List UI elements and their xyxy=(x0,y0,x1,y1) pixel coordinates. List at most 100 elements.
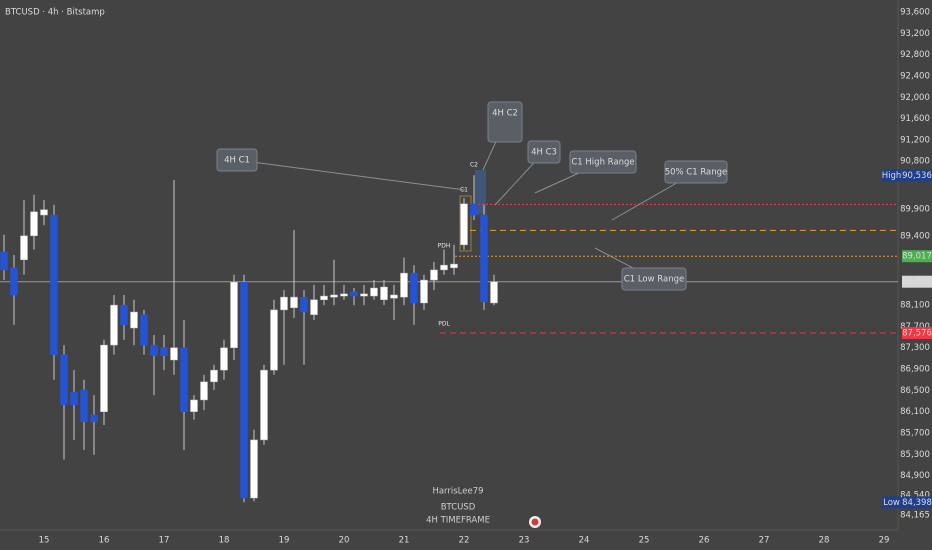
candle-body xyxy=(460,203,468,246)
candle-body xyxy=(380,286,388,301)
y-tick-label: 89,900 xyxy=(900,205,930,215)
y-tick-label: 86,900 xyxy=(900,365,930,375)
x-tick-label: 18 xyxy=(219,536,230,546)
badge-tag xyxy=(882,496,901,509)
candle-body xyxy=(220,347,228,371)
callout-label: 50% C1 Range xyxy=(665,168,728,178)
badge-tag-label: High xyxy=(882,171,902,181)
candle-body xyxy=(150,344,158,356)
candle-body xyxy=(210,369,218,383)
candle-body xyxy=(30,211,38,237)
logo xyxy=(531,518,539,526)
candle-body xyxy=(430,269,438,281)
candle-body xyxy=(240,281,248,499)
candle-body xyxy=(170,347,178,361)
x-tick-label: 20 xyxy=(339,536,350,546)
marker: PDL xyxy=(438,321,450,328)
candle-body xyxy=(400,272,408,298)
callout-box xyxy=(487,101,523,143)
candle-body xyxy=(200,381,208,401)
y-tick-label: 91,600 xyxy=(900,114,930,124)
callout-label: C1 High Range xyxy=(571,158,634,168)
y-tick-label: 85,700 xyxy=(900,429,930,439)
y-tick-label: 93,200 xyxy=(900,29,930,39)
y-tick-label: 91,200 xyxy=(900,135,930,145)
candle-body xyxy=(330,294,338,298)
y-tick-label: 84,900 xyxy=(900,471,930,481)
candle-body xyxy=(280,296,288,311)
y-tick-label: 86,500 xyxy=(900,386,930,396)
price-badge xyxy=(902,250,932,263)
callout-box xyxy=(527,140,561,164)
callout-label: 4H C1 xyxy=(224,156,250,166)
candle-body xyxy=(420,279,428,304)
watermark: 4H TIMEFRAME xyxy=(426,516,490,526)
candle-body xyxy=(260,369,268,441)
price-badge xyxy=(902,496,932,509)
x-tick-label: 29 xyxy=(879,536,890,546)
callout-box xyxy=(621,267,687,291)
candle-body xyxy=(160,347,168,356)
x-tick-label: 28 xyxy=(819,536,830,546)
candle-body xyxy=(470,203,478,216)
badge-tag-label: Low xyxy=(883,498,900,508)
price-badge xyxy=(902,275,932,288)
y-tick-label: 93,600 xyxy=(900,7,930,17)
price-badge-label: 88,539 xyxy=(902,277,932,287)
candle-body xyxy=(120,304,128,326)
y-tick-label: 92,800 xyxy=(900,50,930,60)
watermark: HarrisLee79 xyxy=(432,487,483,497)
x-tick-label: 17 xyxy=(159,536,170,546)
candle-body xyxy=(180,347,188,412)
callout-label: C1 Low Range xyxy=(624,275,684,285)
candle-body xyxy=(60,354,68,406)
candle-body xyxy=(40,209,48,216)
candle-body xyxy=(310,299,318,315)
y-tick-label: 92,400 xyxy=(900,71,930,81)
candle-body xyxy=(250,439,258,499)
callout-pointer xyxy=(236,159,466,191)
marker: C2 xyxy=(470,162,478,169)
callout-label: 4H C3 xyxy=(531,148,557,158)
x-tick-label: 23 xyxy=(519,536,530,546)
x-tick-label: 26 xyxy=(699,536,710,546)
candle-body xyxy=(350,291,358,297)
callout-box xyxy=(664,160,728,184)
candle-body xyxy=(480,214,488,303)
watermark: BTCUSD xyxy=(441,503,476,513)
candle-body xyxy=(190,399,198,412)
chart-title: BTCUSD · 4h · Bitstamp xyxy=(5,8,105,18)
x-tick-label: 21 xyxy=(399,536,410,546)
x-tick-label: 25 xyxy=(639,536,650,546)
y-tick-label: 84,165 xyxy=(900,510,930,520)
candle-body xyxy=(70,391,78,406)
y-tick-label: 86,100 xyxy=(900,407,930,417)
candle-body xyxy=(370,287,378,297)
callout-box xyxy=(216,148,258,172)
candle-body xyxy=(360,293,368,297)
candle-body xyxy=(440,264,448,271)
y-tick-label: 84,540 xyxy=(900,490,930,500)
candle-body xyxy=(0,251,8,271)
price-badge xyxy=(902,169,932,182)
candle-body xyxy=(390,294,398,299)
x-tick-label: 16 xyxy=(99,536,110,546)
price-badge-label: 84,398 xyxy=(902,498,932,508)
candle-body xyxy=(270,309,278,371)
c1-highlight xyxy=(459,195,472,252)
y-tick-label: 87,700 xyxy=(900,322,930,332)
y-tick-label: 92,000 xyxy=(900,93,930,103)
candle-body xyxy=(320,295,328,301)
candle-body xyxy=(290,296,298,309)
candle-body xyxy=(80,389,88,423)
x-tick-label: 27 xyxy=(759,536,770,546)
x-tick-label: 15 xyxy=(39,536,50,546)
candle-body xyxy=(340,293,348,297)
candle-body xyxy=(230,281,238,348)
candle-body xyxy=(490,281,498,304)
candle-body xyxy=(300,296,308,313)
x-tick-label: 24 xyxy=(579,536,590,546)
candle-body xyxy=(110,304,118,346)
